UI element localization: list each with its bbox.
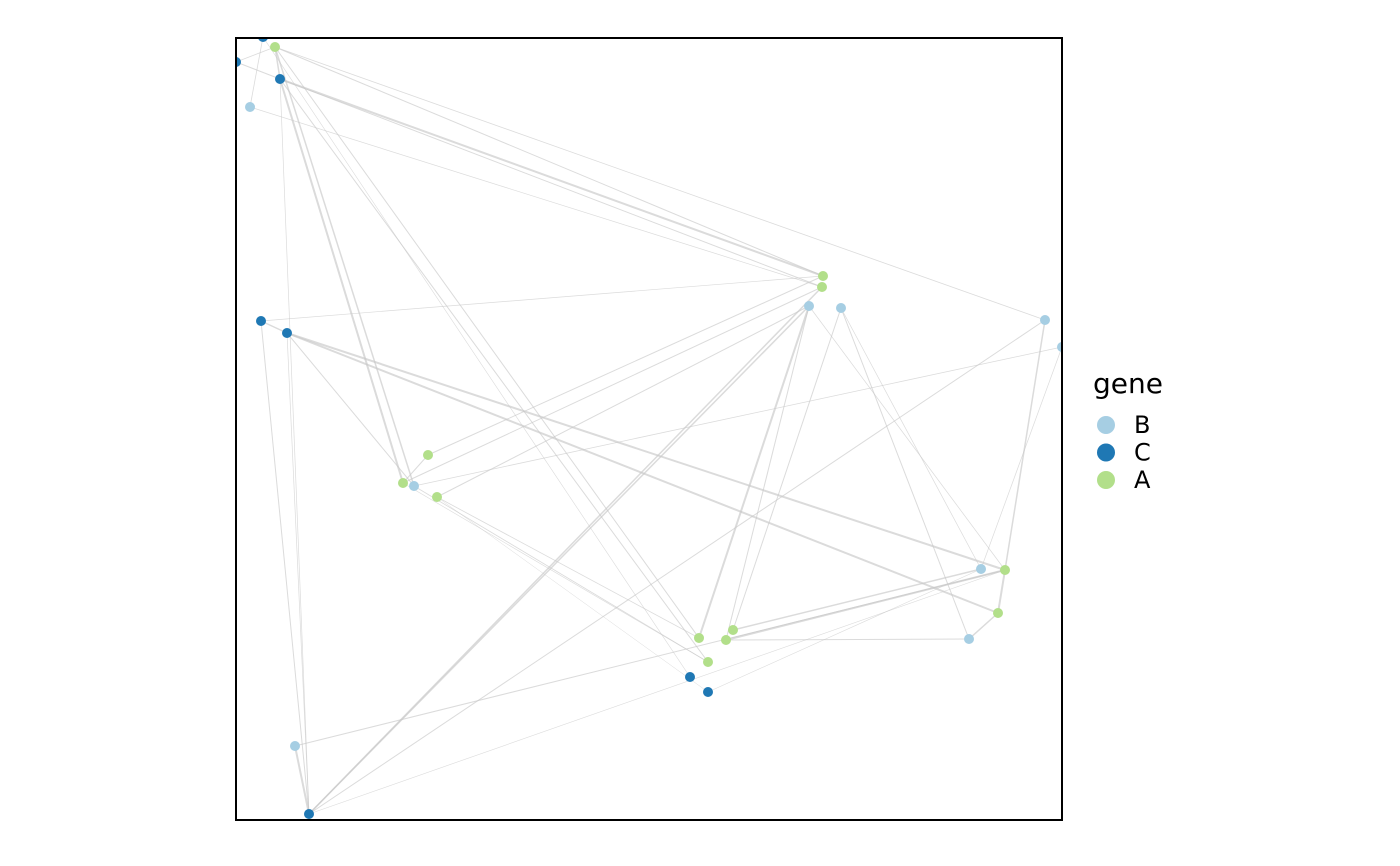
node <box>804 301 814 311</box>
legend-key <box>1097 471 1115 489</box>
edge <box>279 78 823 288</box>
node <box>694 633 704 643</box>
edge <box>274 46 824 277</box>
edge <box>436 496 700 639</box>
edge <box>286 332 415 487</box>
edge <box>279 78 824 277</box>
edge <box>840 307 982 570</box>
node <box>275 74 285 84</box>
edge <box>427 275 824 456</box>
edge <box>279 78 404 484</box>
edge <box>294 745 310 815</box>
node <box>432 492 442 502</box>
node <box>836 303 846 313</box>
edge <box>308 319 1046 815</box>
edge <box>732 307 842 631</box>
legend-label: C <box>1134 439 1151 467</box>
node <box>290 741 300 751</box>
node <box>728 625 738 635</box>
edge <box>236 61 281 80</box>
node <box>1000 565 1010 575</box>
edge <box>725 305 810 641</box>
edge <box>263 38 691 678</box>
legend-key <box>1097 443 1115 462</box>
edge <box>436 305 810 498</box>
edge <box>1004 319 1046 571</box>
node <box>409 481 419 491</box>
node <box>270 42 280 52</box>
node <box>282 328 292 338</box>
edge <box>402 482 709 663</box>
edge <box>997 569 1006 614</box>
edges <box>236 38 1062 815</box>
node <box>818 271 828 281</box>
edge <box>274 46 1046 321</box>
edge <box>279 78 310 815</box>
legend: BCA <box>1097 411 1151 494</box>
edge <box>413 485 709 663</box>
node <box>1040 315 1050 325</box>
node <box>256 316 266 326</box>
edge <box>707 568 982 693</box>
node <box>703 687 713 697</box>
node <box>1057 342 1062 352</box>
node <box>685 672 695 682</box>
node <box>721 635 731 645</box>
node <box>964 634 974 644</box>
edge <box>260 320 310 815</box>
edge <box>402 286 823 484</box>
edge <box>274 46 700 639</box>
edge <box>808 305 1006 571</box>
legend-label: B <box>1134 411 1150 439</box>
edge <box>286 332 999 614</box>
edge <box>249 106 823 288</box>
edge <box>286 332 1006 571</box>
edge <box>249 38 264 108</box>
edge <box>286 332 310 815</box>
legend-title: gene <box>1093 367 1163 400</box>
legend-label: A <box>1134 466 1151 494</box>
edge <box>274 46 281 80</box>
edge <box>725 638 970 641</box>
node <box>398 478 408 488</box>
node <box>423 450 433 460</box>
panel-border <box>235 37 1063 821</box>
edge <box>413 346 1062 487</box>
edge <box>732 568 982 631</box>
node <box>993 608 1003 618</box>
edge <box>294 569 1006 747</box>
edge <box>260 275 824 322</box>
node <box>976 564 986 574</box>
edge <box>308 569 1006 815</box>
node <box>703 657 713 667</box>
node <box>245 102 255 112</box>
edge <box>308 305 810 815</box>
node <box>304 809 314 819</box>
nodes <box>236 38 1062 819</box>
edge <box>279 78 709 663</box>
edge <box>274 46 415 487</box>
edge <box>236 46 276 63</box>
node <box>817 282 827 292</box>
node <box>236 57 241 67</box>
edge <box>968 612 999 640</box>
edge <box>980 346 1062 570</box>
edge <box>402 454 429 484</box>
edge <box>698 305 810 639</box>
legend-key <box>1097 416 1115 434</box>
